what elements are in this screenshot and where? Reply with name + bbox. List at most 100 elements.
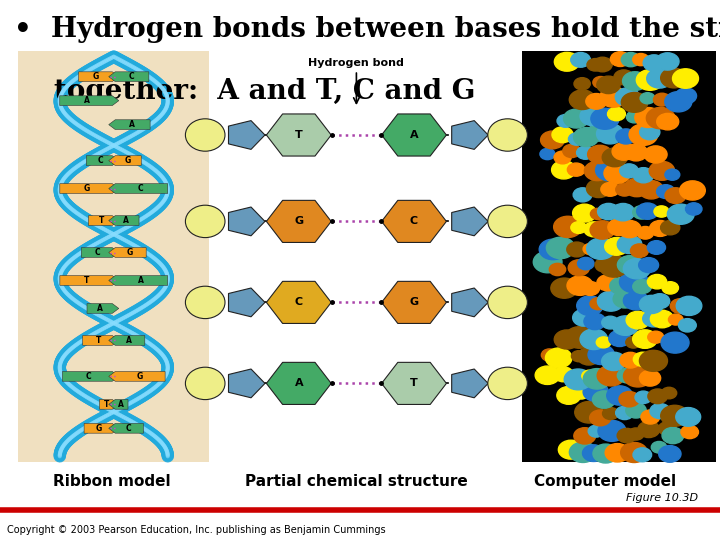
Circle shape [580, 106, 606, 126]
Circle shape [602, 316, 618, 329]
FancyArrow shape [81, 248, 119, 258]
Circle shape [662, 282, 678, 294]
Circle shape [593, 444, 618, 463]
Circle shape [629, 124, 658, 145]
Circle shape [685, 203, 702, 215]
Circle shape [662, 427, 684, 444]
Text: G: G [96, 424, 102, 433]
Circle shape [633, 330, 657, 348]
Circle shape [567, 163, 585, 176]
Text: T: T [410, 379, 418, 388]
Circle shape [626, 111, 642, 123]
Ellipse shape [488, 367, 527, 400]
Circle shape [554, 52, 580, 71]
Circle shape [572, 309, 595, 326]
FancyArrow shape [84, 423, 119, 433]
Circle shape [628, 428, 644, 440]
Circle shape [574, 428, 595, 444]
Circle shape [549, 264, 566, 275]
Circle shape [564, 109, 589, 128]
Text: C: C [410, 217, 418, 226]
Circle shape [601, 183, 619, 196]
Circle shape [639, 350, 667, 372]
Circle shape [657, 185, 675, 199]
Circle shape [661, 332, 689, 353]
Circle shape [634, 167, 654, 183]
Circle shape [616, 129, 636, 144]
Circle shape [582, 370, 597, 382]
Circle shape [602, 148, 627, 167]
Circle shape [650, 310, 674, 328]
Circle shape [596, 337, 611, 348]
Circle shape [624, 259, 650, 279]
Circle shape [676, 296, 702, 315]
Circle shape [643, 310, 665, 327]
Circle shape [574, 127, 599, 146]
Circle shape [625, 144, 647, 161]
Circle shape [554, 367, 573, 382]
Circle shape [650, 294, 670, 308]
Circle shape [617, 255, 642, 274]
Text: T: T [99, 216, 104, 225]
Circle shape [611, 52, 630, 66]
Circle shape [584, 222, 604, 237]
Circle shape [665, 169, 680, 180]
Circle shape [657, 113, 679, 130]
Circle shape [551, 278, 577, 298]
Circle shape [558, 440, 584, 459]
Circle shape [654, 206, 669, 217]
Circle shape [605, 238, 629, 255]
Text: C: C [128, 72, 134, 81]
Circle shape [639, 180, 664, 199]
Circle shape [647, 241, 665, 254]
Circle shape [546, 237, 575, 259]
FancyArrow shape [60, 96, 119, 105]
Circle shape [672, 69, 698, 88]
Circle shape [654, 93, 670, 106]
Circle shape [652, 442, 667, 453]
Circle shape [571, 52, 590, 67]
Text: G: G [127, 248, 133, 257]
Circle shape [624, 291, 649, 310]
Circle shape [639, 258, 659, 273]
Text: Hydrogen bond: Hydrogen bond [308, 57, 405, 68]
Text: G: G [410, 298, 418, 307]
FancyArrow shape [83, 335, 119, 345]
Text: A: A [118, 400, 124, 409]
Circle shape [610, 278, 632, 294]
Text: A: A [97, 304, 104, 313]
Circle shape [647, 107, 675, 129]
Text: T: T [96, 336, 101, 345]
FancyArrow shape [109, 156, 141, 165]
Circle shape [633, 280, 652, 294]
Text: C: C [85, 372, 91, 381]
Circle shape [665, 92, 692, 112]
FancyArrow shape [109, 184, 168, 193]
Circle shape [633, 448, 652, 462]
FancyArrow shape [109, 248, 146, 258]
Text: G: G [84, 184, 90, 193]
Circle shape [675, 88, 696, 104]
Circle shape [577, 348, 600, 365]
Circle shape [659, 446, 681, 462]
Circle shape [661, 405, 689, 426]
Circle shape [593, 391, 616, 408]
Ellipse shape [488, 205, 527, 238]
Circle shape [650, 403, 670, 418]
Circle shape [611, 204, 634, 221]
Circle shape [639, 125, 660, 140]
Text: Computer model: Computer model [534, 474, 676, 489]
FancyArrow shape [60, 184, 119, 193]
Circle shape [588, 124, 611, 141]
Circle shape [587, 58, 603, 71]
Circle shape [597, 275, 618, 291]
Circle shape [633, 206, 651, 219]
Ellipse shape [488, 286, 527, 319]
Text: C: C [294, 298, 303, 307]
Text: A: A [84, 96, 90, 105]
Circle shape [582, 445, 605, 462]
Circle shape [552, 161, 576, 179]
Text: A: A [138, 276, 144, 285]
Circle shape [595, 159, 624, 181]
Circle shape [660, 220, 680, 235]
